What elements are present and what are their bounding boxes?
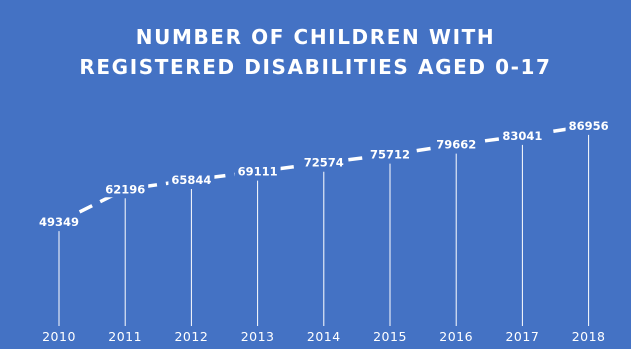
data-label-2011: 62196 — [102, 181, 149, 198]
data-label-2018: 86956 — [565, 117, 612, 134]
data-label-2015: 75712 — [367, 146, 413, 163]
data-label-text: 83041 — [502, 129, 542, 143]
x-tick-label-2011: 2011 — [108, 329, 142, 344]
x-tick-label-2017: 2017 — [505, 329, 539, 344]
x-tick-label-2010: 2010 — [42, 329, 76, 344]
data-label-backing — [433, 136, 480, 153]
data-labels: 49349 62196 65844 69111 72574 75712 79662 83041… — [36, 117, 612, 231]
chart-title-line-1: NUMBER OF CHILDREN WITH — [136, 25, 495, 49]
x-tick-label-2016: 2016 — [439, 329, 473, 344]
data-label-backing — [300, 154, 347, 171]
data-label-text: 62196 — [105, 182, 145, 196]
drop-lines — [58, 134, 590, 326]
x-tick-label-2012: 2012 — [174, 329, 208, 344]
data-label-2010: 49349 — [36, 214, 82, 231]
data-label-text: 49349 — [39, 215, 79, 229]
x-tick-label-2018: 2018 — [572, 329, 606, 344]
data-label-backing — [367, 146, 413, 163]
data-label-backing — [565, 117, 612, 134]
chart-title-line-2: REGISTERED DISABILITIES AGED 0-17 — [79, 55, 551, 79]
x-tick-label-2014: 2014 — [307, 329, 341, 344]
data-label-backing — [168, 171, 215, 188]
data-label-2016: 79662 — [433, 136, 480, 153]
data-label-backing — [234, 163, 281, 180]
data-label-backing — [102, 181, 149, 198]
data-label-text: 65844 — [171, 173, 211, 187]
x-tick-label-2013: 2013 — [241, 329, 275, 344]
data-label-text: 69111 — [238, 165, 278, 179]
data-label-2013: 69111 — [234, 163, 281, 180]
data-label-text: 75712 — [370, 148, 410, 162]
data-label-backing — [499, 127, 546, 144]
data-label-2012: 65844 — [168, 171, 215, 188]
data-label-text: 86956 — [569, 119, 609, 133]
data-label-text: 72574 — [304, 156, 344, 170]
data-label-backing — [36, 214, 82, 231]
x-axis: 2010 2011 2012 2013 2014 2015 2016 2017 2018 — [42, 329, 605, 344]
x-tick-label-2015: 2015 — [373, 329, 407, 344]
data-label-2014: 72574 — [300, 154, 347, 171]
data-label-2017: 83041 — [499, 127, 546, 144]
chart-title: NUMBER OF CHILDREN WITH REGISTERED DISAB… — [79, 25, 551, 79]
data-label-text: 79662 — [436, 138, 476, 152]
